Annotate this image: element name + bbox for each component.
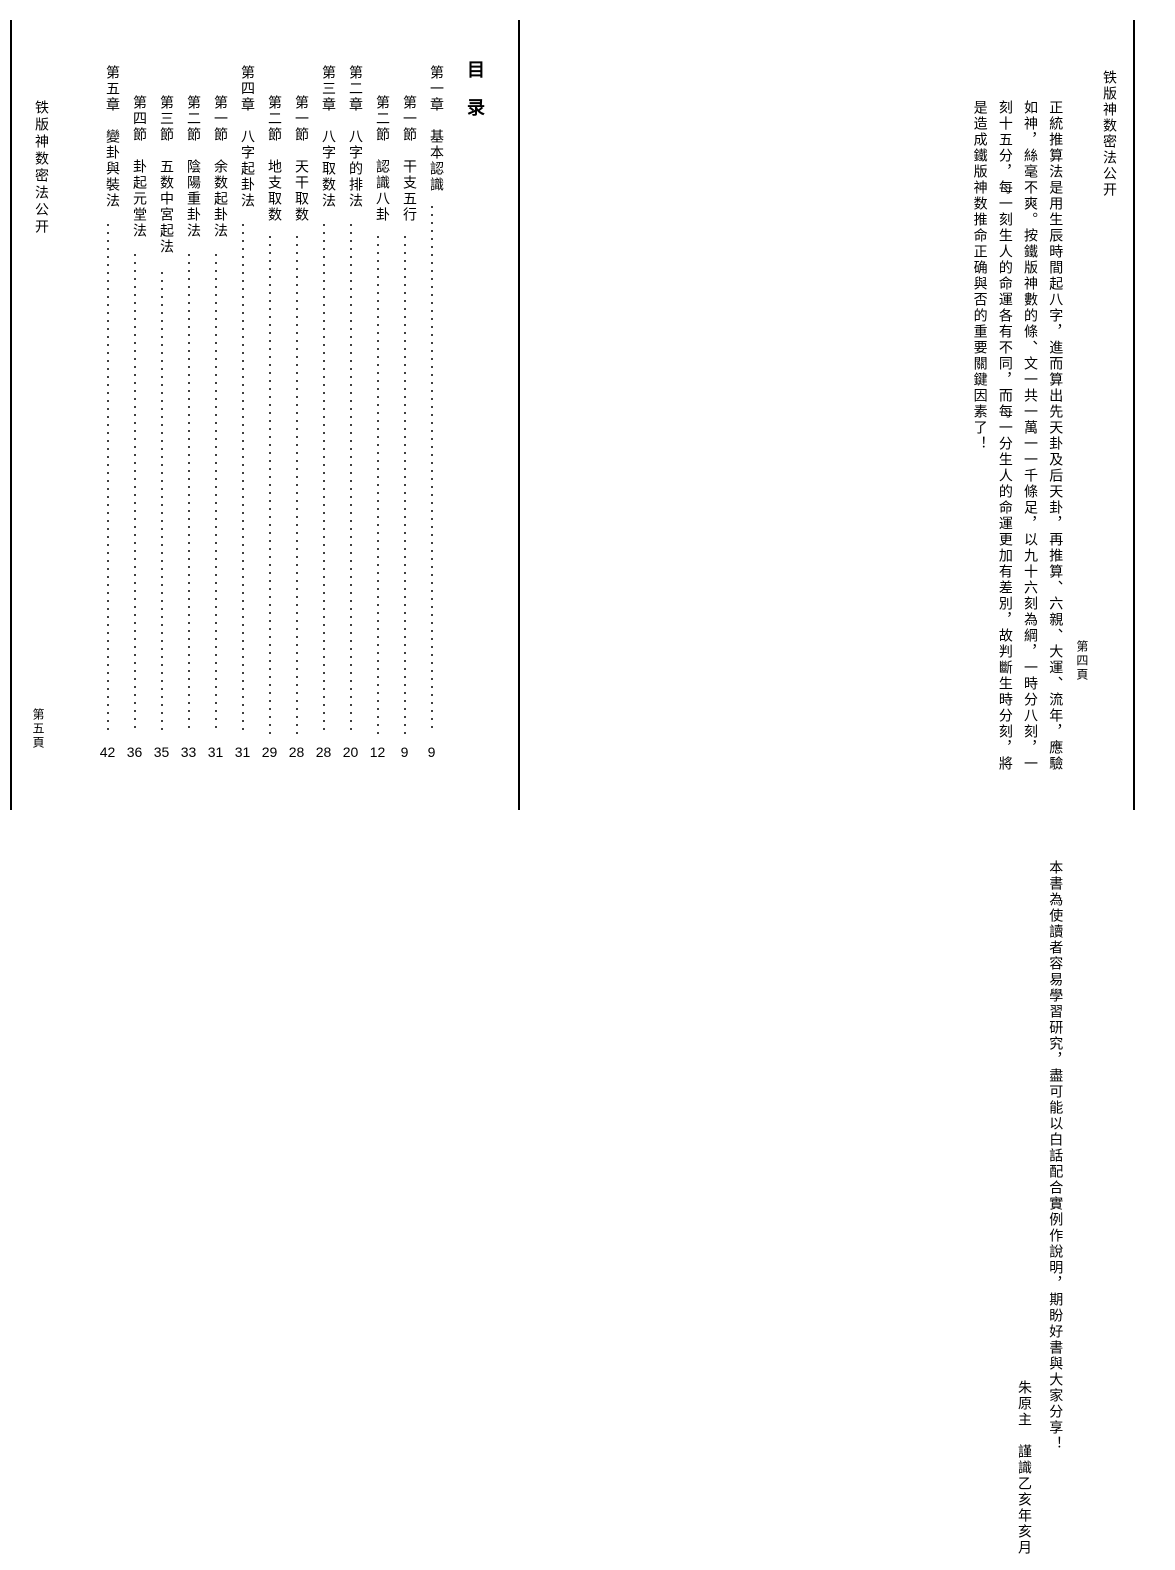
toc-label: 第三章 八字取数法 (310, 65, 337, 209)
toc-label: 第二節 認識八卦 (364, 95, 391, 223)
toc-page-number: 28 (310, 744, 337, 760)
toc-label: 第一節 干支五行 (391, 95, 418, 223)
toc-entry: 第三節 五数中宮起法 35 (148, 20, 175, 760)
toc-entry: 第一節 余数起卦法 31 (202, 20, 229, 760)
toc-label: 第一節 余数起卦法 (202, 95, 229, 239)
toc-page-number: 20 (337, 744, 364, 760)
toc-leader-dots (215, 251, 217, 734)
toc-entry: 第二節 地支取数 29 (256, 20, 283, 760)
toc-entry: 第一章 基本認識 9 (418, 20, 445, 760)
toc-page-number: 35 (148, 744, 175, 760)
toc-leader-dots (107, 221, 109, 734)
toc-page-number: 12 (364, 744, 391, 760)
toc-label: 第一章 基本認識 (418, 65, 445, 193)
toc-page-number: 29 (256, 744, 283, 760)
toc-entry: 第四章 八字起卦法 31 (229, 20, 256, 760)
page-number-left: 第五頁 (30, 708, 47, 750)
toc-label: 第一節 天干取数 (283, 95, 310, 223)
page-number-right: 第四頁 (1070, 20, 1092, 810)
toc-label: 第四章 八字起卦法 (229, 65, 256, 209)
toc-page-number: 42 (94, 744, 121, 760)
toc-page-number: 9 (391, 744, 418, 760)
toc-label: 第二節 地支取数 (256, 95, 283, 223)
toc-leader-dots (134, 251, 136, 734)
toc-page-number: 33 (175, 744, 202, 760)
toc-entry: 第五章 變卦與裝法 42 (94, 20, 121, 760)
toc-leader-dots (269, 233, 271, 734)
toc-label: 第二節 陰陽重卦法 (175, 95, 202, 239)
toc-leader-dots (350, 221, 352, 734)
toc-page-number: 31 (229, 744, 256, 760)
toc-label: 第五章 變卦與裝法 (94, 65, 121, 209)
toc-leader-dots (323, 221, 325, 734)
toc-leader-dots (431, 203, 433, 734)
toc-leader-dots (242, 221, 244, 734)
paragraph-2: 本書為使讀者容易學習研究，盡可能以白話配合實例作說明，期盼好書與大家分享！ (1039, 780, 1070, 1570)
toc-entry: 第三章 八字取数法 28 (310, 20, 337, 760)
toc-entry: 第四節 卦起元堂法 36 (121, 20, 148, 760)
toc-entry: 第一節 天干取数 28 (283, 20, 310, 760)
toc-label: 第二章 八字的排法 (337, 65, 364, 209)
toc-leader-dots (188, 251, 190, 734)
toc-entry: 第二節 認識八卦 12 (364, 20, 391, 760)
toc-entry: 第二章 八字的排法 20 (337, 20, 364, 760)
toc-entry: 第二節 陰陽重卦法 33 (175, 20, 202, 760)
toc-list: 第一章 基本認識9第一節 干支五行9第二節 認識八卦12第二章 八字的排法20第… (67, 20, 508, 810)
toc-page-number: 36 (121, 744, 148, 760)
toc-page-number: 31 (202, 744, 229, 760)
toc-label: 第四節 卦起元堂法 (121, 95, 148, 239)
page-right: 铁版神数密法公开 第四頁 正統推算法是用生辰時間起八字，進而算出先天卦及后天卦，… (955, 20, 1135, 810)
toc-leader-dots (161, 269, 163, 734)
toc-entry: 第一節 干支五行 9 (391, 20, 418, 760)
running-header-right: 铁版神数密法公开 (1092, 20, 1125, 810)
page-left: 铁版神数密法公开 第五頁 目录 第一章 基本認識9第一節 干支五行9第二節 認識… (10, 20, 520, 810)
toc-page-number: 9 (418, 744, 445, 760)
toc-leader-dots (404, 233, 406, 734)
signature: 朱原主 謹識乙亥年亥月 (1008, 780, 1039, 1570)
paragraph-1: 正統推算法是用生辰時間起八字，進而算出先天卦及后天卦，再推算、六親、大運、流年，… (963, 20, 1070, 780)
toc-leader-dots (377, 233, 379, 734)
toc-label: 第三節 五数中宮起法 (148, 95, 175, 255)
running-header-left: 铁版神数密法公开 (30, 100, 50, 236)
toc-page-number: 28 (283, 744, 310, 760)
toc-leader-dots (296, 233, 298, 734)
